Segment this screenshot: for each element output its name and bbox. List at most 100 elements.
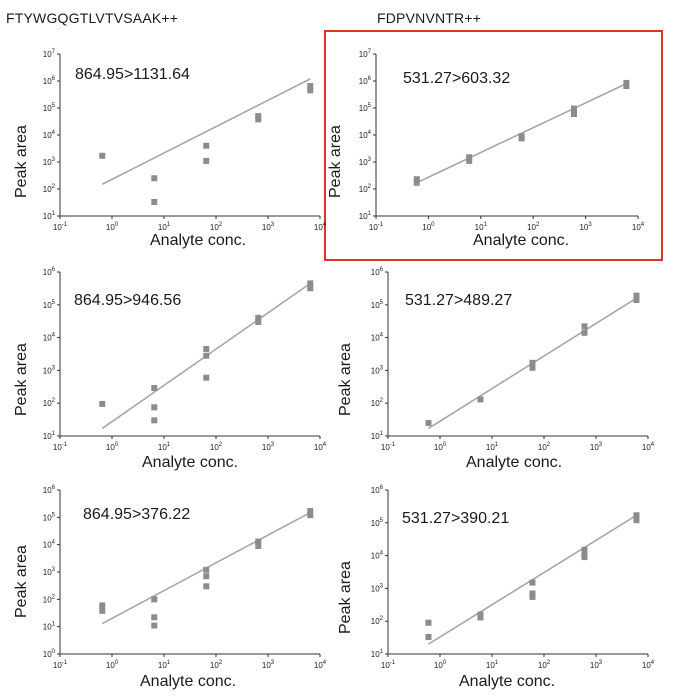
data-point xyxy=(255,538,262,545)
highlight-box xyxy=(324,30,663,261)
x-tick-label: 10-1 xyxy=(53,442,68,452)
data-point xyxy=(307,508,314,515)
chart-svg: 10-1 100 101 102 103 104 101 102 103 104 105 106 xyxy=(371,485,655,670)
data-point xyxy=(255,318,262,325)
chart-panel-top-right: 10-1 100 101 102 103 104 101 102 103 104 105 106 107… xyxy=(327,36,658,258)
y-tick-label: 105 xyxy=(371,518,384,528)
y-tick-label: 103 xyxy=(43,365,56,375)
data-point xyxy=(529,359,536,366)
chart-panel-top-left: 10-1 100 101 102 103 104 101 102 103 104 105 106 107… xyxy=(0,36,330,258)
x-axis-label: Analyte conc. xyxy=(459,673,556,690)
data-point xyxy=(570,105,577,112)
data-point xyxy=(99,602,106,609)
transition-label: 531.27>390.21 xyxy=(402,510,510,527)
x-tick-label: 10-1 xyxy=(53,222,68,232)
data-point xyxy=(466,154,473,161)
data-point xyxy=(425,419,432,426)
data-point xyxy=(151,614,158,621)
data-point xyxy=(581,329,588,336)
x-tick-label: 102 xyxy=(210,222,223,232)
data-point xyxy=(255,542,262,549)
data-point xyxy=(151,199,158,206)
data-point xyxy=(307,87,314,94)
fit-line xyxy=(101,78,311,185)
data-point xyxy=(529,579,536,586)
right-column-title: FDPVNVNTR++ xyxy=(377,10,482,26)
chart-svg: 10-1 100 101 102 103 104 101 102 103 104 105 106 107 xyxy=(43,49,327,232)
x-tick-label: 104 xyxy=(642,660,655,670)
data-point xyxy=(570,110,577,117)
x-tick-label: 10-1 xyxy=(53,660,68,670)
data-point xyxy=(151,417,158,424)
y-tick-label: 101 xyxy=(371,649,384,659)
x-axis-label: Analyte conc. xyxy=(140,673,237,690)
x-tick-label: 104 xyxy=(314,222,327,232)
x-tick-label: 104 xyxy=(314,442,327,452)
fit-line xyxy=(416,82,627,184)
transition-label: 531.27>603.32 xyxy=(403,70,511,87)
y-tick-label: 102 xyxy=(371,398,384,408)
chart-svg: 10-1 100 101 102 103 104 101 102 103 104 105 106 107 xyxy=(359,49,645,232)
data-point xyxy=(623,79,630,86)
data-point xyxy=(413,179,420,186)
data-point xyxy=(307,280,314,287)
data-point xyxy=(203,583,210,590)
x-tick-label: 100 xyxy=(106,442,119,452)
x-tick-label: 103 xyxy=(579,222,592,232)
data-point xyxy=(151,175,158,182)
x-tick-label: 10-1 xyxy=(381,442,396,452)
y-axis-label: Peak area xyxy=(13,125,30,198)
y-axis-label: Peak area xyxy=(327,125,344,198)
y-tick-label: 104 xyxy=(43,130,56,140)
y-tick-label: 102 xyxy=(43,398,56,408)
y-tick-label: 102 xyxy=(43,594,56,604)
x-tick-label: 102 xyxy=(210,660,223,670)
data-point xyxy=(203,566,210,573)
y-tick-label: 106 xyxy=(43,485,56,495)
y-tick-label: 102 xyxy=(371,616,384,626)
y-tick-label: 105 xyxy=(43,512,56,522)
y-tick-label: 104 xyxy=(43,333,56,343)
y-tick-label: 101 xyxy=(371,431,384,441)
data-point xyxy=(203,157,210,164)
y-tick-label: 106 xyxy=(371,267,384,277)
x-tick-label: 103 xyxy=(262,660,275,670)
x-tick-label: 102 xyxy=(210,442,223,452)
data-point xyxy=(623,83,630,90)
data-point xyxy=(529,590,536,597)
data-point xyxy=(529,593,536,600)
x-tick-label: 101 xyxy=(486,660,499,670)
x-tick-label: 102 xyxy=(538,660,551,670)
data-point xyxy=(581,554,588,561)
x-tick-label: 101 xyxy=(486,442,499,452)
x-tick-label: 104 xyxy=(314,660,327,670)
data-point xyxy=(633,517,640,524)
x-tick-label: 102 xyxy=(538,442,551,452)
data-point xyxy=(307,83,314,90)
chart-panel-middle-left: 10-1 100 101 102 103 104 101 102 103 104 105 106 86… xyxy=(0,254,330,476)
y-tick-label: 105 xyxy=(43,103,56,113)
chart-panel-middle-right: 10-1 100 101 102 103 104 101 102 103 104 105 106 53… xyxy=(328,254,658,476)
data-point xyxy=(99,607,106,614)
x-tick-label: 100 xyxy=(434,442,447,452)
data-point xyxy=(307,512,314,519)
chart-panel-bottom-right: 10-1 100 101 102 103 104 101 102 103 104 105 106 53… xyxy=(328,472,658,694)
y-tick-label: 100 xyxy=(43,649,56,659)
y-tick-label: 101 xyxy=(43,211,56,221)
chart-svg: 10-1 100 101 102 103 104 101 102 103 104 105 106 xyxy=(371,267,655,452)
x-tick-label: 103 xyxy=(262,222,275,232)
x-tick-label: 104 xyxy=(642,442,655,452)
y-axis-label: Peak area xyxy=(13,545,30,618)
data-point xyxy=(151,622,158,629)
x-tick-label: 100 xyxy=(422,222,435,232)
data-point xyxy=(255,113,262,120)
x-tick-label: 101 xyxy=(158,660,171,670)
y-tick-label: 102 xyxy=(359,184,372,194)
data-point xyxy=(307,285,314,292)
data-point xyxy=(203,352,210,359)
data-point xyxy=(466,157,473,164)
data-point xyxy=(477,614,484,621)
x-tick-label: 104 xyxy=(632,222,645,232)
data-point xyxy=(633,292,640,299)
y-tick-label: 104 xyxy=(371,333,384,343)
